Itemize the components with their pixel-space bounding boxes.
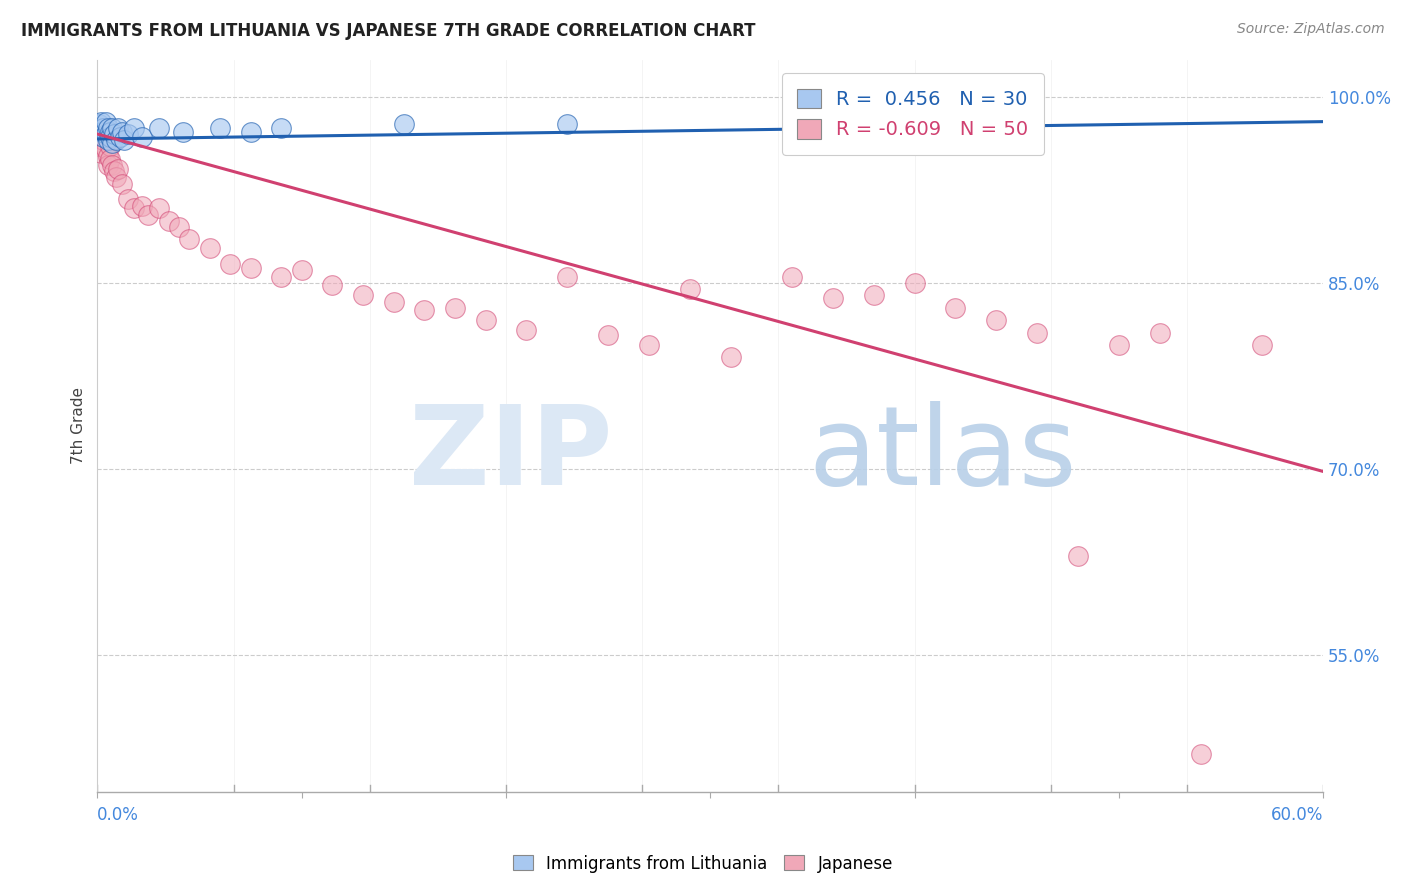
Text: Source: ZipAtlas.com: Source: ZipAtlas.com (1237, 22, 1385, 37)
Point (638, 338, 661, 352)
Point (172, 124, 194, 138)
Point (555, 269, 578, 284)
Point (157, 214, 180, 228)
Point (93, 133, 115, 147)
Legend: R =  0.456   N = 30, R = -0.609   N = 50: R = 0.456 N = 30, R = -0.609 N = 50 (782, 73, 1043, 155)
Point (291, 263, 314, 277)
Point (321, 278, 343, 293)
Point (239, 260, 262, 275)
Point (720, 351, 742, 365)
Point (98, 124, 121, 138)
Point (1189, 747, 1212, 762)
Point (131, 199, 153, 213)
Point (111, 177, 134, 191)
Point (112, 133, 135, 147)
Point (100, 120, 122, 135)
Y-axis label: 7th Grade: 7th Grade (72, 387, 86, 464)
Point (97, 133, 120, 147)
Point (93, 129, 115, 144)
Point (107, 120, 129, 135)
Point (104, 170, 127, 185)
Point (94, 114, 117, 128)
Point (555, 117, 578, 131)
Point (89, 139, 111, 153)
Point (103, 164, 125, 178)
Text: atlas: atlas (808, 401, 1077, 508)
Point (108, 129, 131, 144)
Point (1250, 338, 1272, 352)
Point (239, 124, 262, 138)
Point (167, 220, 190, 235)
Point (98, 139, 121, 153)
Point (598, 328, 620, 343)
Point (94, 142, 117, 156)
Point (104, 133, 127, 147)
Legend: Immigrants from Lithuania, Japanese: Immigrants from Lithuania, Japanese (506, 848, 900, 880)
Point (122, 202, 145, 216)
Point (131, 129, 153, 144)
Point (444, 301, 467, 315)
Point (117, 192, 139, 206)
Point (90, 145, 112, 160)
Point (382, 294, 405, 309)
Point (103, 127, 125, 141)
Point (413, 303, 436, 318)
Point (862, 288, 884, 302)
Point (97, 120, 120, 135)
Point (198, 241, 221, 255)
Point (148, 120, 170, 135)
Point (97, 149, 120, 163)
Point (1149, 326, 1171, 340)
Point (1026, 326, 1049, 340)
Text: IMMIGRANTS FROM LITHUANIA VS JAPANESE 7TH GRADE CORRELATION CHART: IMMIGRANTS FROM LITHUANIA VS JAPANESE 7T… (21, 22, 755, 40)
Point (270, 269, 292, 284)
Point (98, 129, 121, 144)
Point (780, 269, 803, 284)
Point (352, 288, 374, 302)
Point (821, 291, 844, 305)
Point (986, 313, 1008, 327)
Point (94, 127, 117, 141)
Point (89, 117, 111, 131)
Point (148, 202, 170, 216)
Point (392, 117, 415, 131)
Point (117, 127, 139, 141)
Point (679, 282, 702, 296)
Text: ZIP: ZIP (409, 401, 612, 508)
Point (179, 232, 201, 246)
Point (208, 120, 231, 135)
Point (138, 208, 160, 222)
Point (111, 124, 134, 138)
Point (90, 114, 112, 128)
Point (100, 158, 122, 172)
Point (515, 323, 537, 337)
Point (780, 114, 803, 128)
Point (122, 120, 145, 135)
Text: 60.0%: 60.0% (1271, 806, 1323, 824)
Point (100, 136, 122, 150)
Point (93, 120, 115, 135)
Point (903, 276, 925, 290)
Point (945, 301, 967, 315)
Point (107, 161, 129, 176)
Point (97, 158, 120, 172)
Point (98, 152, 121, 166)
Point (270, 120, 292, 135)
Point (90, 124, 112, 138)
Point (1108, 338, 1130, 352)
Point (219, 257, 242, 271)
Point (1067, 549, 1090, 563)
Text: 0.0%: 0.0% (97, 806, 139, 824)
Point (474, 313, 496, 327)
